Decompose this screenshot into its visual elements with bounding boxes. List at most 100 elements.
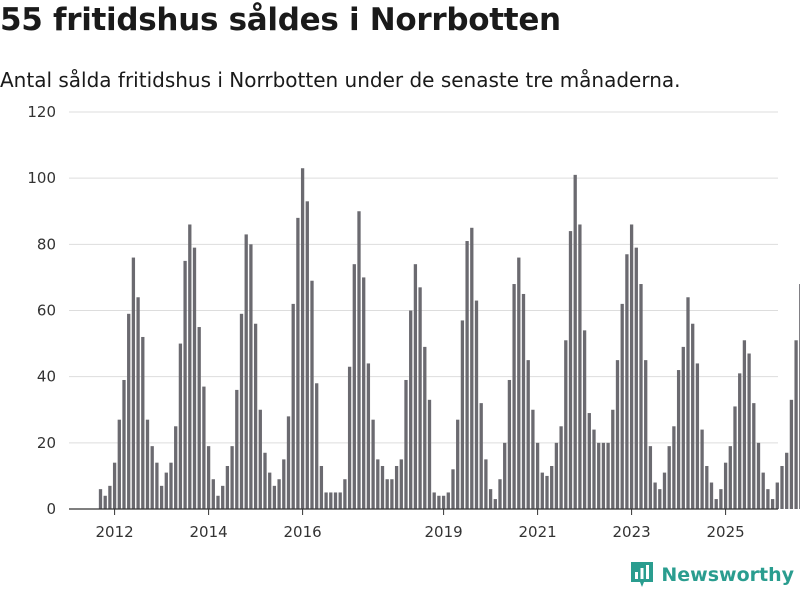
bar xyxy=(691,323,695,509)
bar-chart: 0 20 40 60 80 100 120 2012 2014 2016 2019 2021 2023… xyxy=(27,103,800,541)
bar xyxy=(239,313,244,509)
x-axis-ticks: 2012 2014 2016 2019 2021 2023 2025 xyxy=(96,509,745,541)
bar xyxy=(413,264,418,509)
bar xyxy=(159,485,164,509)
bar xyxy=(681,346,685,509)
bar xyxy=(423,346,427,509)
bar xyxy=(785,452,789,509)
bar xyxy=(380,465,385,509)
bar xyxy=(291,303,295,509)
bar xyxy=(164,472,168,509)
bar xyxy=(371,419,375,509)
bar xyxy=(559,426,563,509)
bar xyxy=(573,174,577,510)
bar xyxy=(352,264,356,509)
y-tick-label: 100 xyxy=(27,169,56,187)
y-tick-label: 120 xyxy=(27,103,56,121)
bar xyxy=(517,257,521,509)
bar xyxy=(484,459,488,510)
bar xyxy=(535,442,540,509)
bar xyxy=(521,293,526,509)
bar xyxy=(667,446,671,509)
bar xyxy=(738,373,742,509)
bar xyxy=(390,479,394,509)
bar xyxy=(601,442,606,509)
bar xyxy=(122,379,126,509)
bar xyxy=(695,363,700,509)
bar xyxy=(606,442,610,509)
bar xyxy=(263,452,267,509)
bar xyxy=(385,479,389,509)
y-tick-label: 0 xyxy=(46,500,56,518)
bar xyxy=(188,224,192,509)
y-tick-label: 20 xyxy=(37,434,56,452)
newsworthy-logo-icon xyxy=(631,562,654,587)
bar xyxy=(333,492,338,509)
x-tick-label: 2014 xyxy=(190,523,228,541)
bars xyxy=(98,168,800,510)
bar xyxy=(775,482,779,509)
bar xyxy=(343,479,347,509)
bar xyxy=(568,231,573,509)
bar xyxy=(531,409,535,509)
bar xyxy=(169,462,173,509)
bar xyxy=(441,495,446,509)
bar xyxy=(178,343,183,509)
bar xyxy=(244,234,248,509)
bar xyxy=(512,284,516,509)
bar xyxy=(465,241,469,509)
bar xyxy=(141,336,145,509)
bar xyxy=(338,492,342,509)
bar xyxy=(136,297,140,509)
bar xyxy=(526,360,530,510)
bar xyxy=(639,284,643,509)
bar xyxy=(127,313,131,509)
bar xyxy=(578,224,582,509)
bar xyxy=(587,413,591,509)
bar xyxy=(451,469,455,509)
bar xyxy=(268,472,272,509)
y-tick-label: 40 xyxy=(37,368,56,386)
bar xyxy=(221,485,225,509)
bar xyxy=(582,330,587,509)
bar xyxy=(456,419,460,509)
bar xyxy=(470,227,474,509)
bar xyxy=(648,446,653,509)
bar xyxy=(211,479,215,509)
bar xyxy=(672,426,676,509)
bar xyxy=(756,442,761,509)
bar xyxy=(662,472,667,509)
bar xyxy=(597,442,601,509)
bar xyxy=(300,168,305,509)
bar xyxy=(315,383,319,509)
bar xyxy=(155,462,159,509)
bar xyxy=(404,379,408,509)
bar xyxy=(305,201,309,509)
bar xyxy=(310,280,314,509)
bar xyxy=(432,492,436,509)
bar xyxy=(752,403,756,509)
newsworthy-logo: Newsworthy xyxy=(629,560,794,590)
bar xyxy=(197,327,201,509)
bar xyxy=(225,465,230,509)
bar xyxy=(216,495,220,509)
bar xyxy=(545,475,549,509)
x-tick-label: 2016 xyxy=(284,523,322,541)
bar xyxy=(620,303,624,509)
bar xyxy=(686,297,690,509)
bar xyxy=(258,409,262,509)
y-tick-label: 60 xyxy=(37,302,56,320)
bar xyxy=(112,462,117,509)
bar xyxy=(427,399,432,509)
x-tick-label: 2023 xyxy=(613,523,651,541)
bar xyxy=(277,479,281,509)
bar xyxy=(446,492,450,509)
bar xyxy=(554,442,559,509)
bar xyxy=(794,340,798,509)
bar xyxy=(611,409,615,509)
brand-name: Newsworthy xyxy=(661,564,794,586)
bar xyxy=(700,429,704,509)
bar xyxy=(174,426,178,509)
bar xyxy=(418,287,422,509)
bar xyxy=(394,465,399,509)
